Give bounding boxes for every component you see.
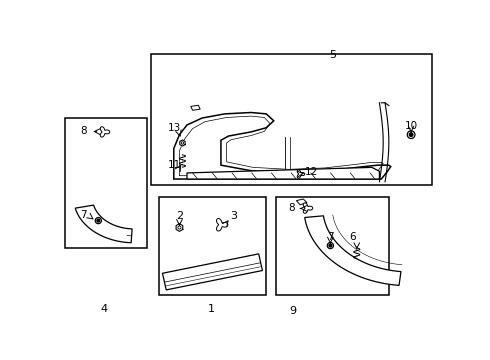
Text: 2: 2: [176, 211, 183, 221]
Text: 8: 8: [289, 203, 295, 213]
Text: 10: 10: [405, 121, 417, 131]
Text: 7: 7: [80, 210, 87, 220]
Bar: [151, 54, 432, 185]
Polygon shape: [305, 216, 401, 285]
Text: 1: 1: [208, 304, 215, 314]
Polygon shape: [296, 199, 307, 205]
Text: 9: 9: [289, 306, 296, 316]
Circle shape: [407, 131, 415, 139]
Circle shape: [181, 142, 184, 144]
Text: 8: 8: [81, 126, 87, 135]
Polygon shape: [217, 219, 228, 231]
Polygon shape: [303, 203, 313, 213]
Text: 12: 12: [305, 167, 318, 177]
Text: 13: 13: [168, 123, 181, 133]
Bar: [66, 118, 147, 248]
Text: 7: 7: [327, 232, 334, 242]
Text: 4: 4: [100, 304, 107, 314]
Text: 6: 6: [350, 232, 356, 242]
Polygon shape: [176, 224, 183, 231]
Polygon shape: [174, 112, 391, 179]
Polygon shape: [163, 254, 263, 290]
Bar: [276, 197, 389, 296]
Circle shape: [178, 226, 181, 229]
Text: 11: 11: [168, 160, 181, 170]
Bar: [159, 197, 266, 296]
Polygon shape: [297, 170, 305, 178]
Text: 5: 5: [329, 50, 336, 60]
Polygon shape: [187, 167, 379, 179]
Circle shape: [409, 133, 413, 136]
Circle shape: [95, 217, 101, 224]
Circle shape: [327, 243, 333, 249]
Circle shape: [329, 244, 332, 247]
Text: 3: 3: [231, 211, 238, 221]
Polygon shape: [191, 105, 200, 110]
Polygon shape: [100, 127, 110, 137]
Polygon shape: [75, 205, 132, 243]
Polygon shape: [180, 140, 185, 146]
Circle shape: [97, 219, 99, 222]
